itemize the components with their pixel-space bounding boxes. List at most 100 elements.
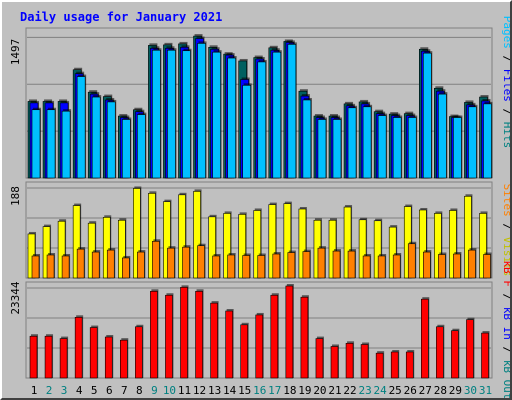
- sites-bar: [227, 254, 235, 279]
- pages-bar: [242, 85, 251, 179]
- kbf-bar: [165, 294, 173, 379]
- pages-bar: [122, 119, 131, 179]
- day-label: 30: [464, 384, 477, 397]
- legend-item: Sites: [501, 184, 510, 217]
- kbf-bar: [225, 310, 233, 379]
- kbf-bar: [150, 290, 158, 379]
- pages-bar: [91, 96, 101, 179]
- middle-max-label: 188: [9, 186, 22, 206]
- sites-bar: [257, 255, 266, 279]
- sites-bar: [438, 254, 446, 279]
- sites-bar: [182, 246, 190, 279]
- pages-bar: [152, 49, 161, 179]
- visits-bar: [208, 216, 216, 279]
- visits-bar: [268, 204, 277, 279]
- day-label: 4: [76, 384, 83, 397]
- kbf-bar: [270, 294, 279, 379]
- top-bars: [27, 34, 493, 179]
- top-max-label: 1497: [9, 39, 22, 66]
- kbf-bar: [255, 314, 264, 379]
- visits-bar: [72, 205, 81, 279]
- pages-bar: [377, 115, 387, 179]
- day-label: 1: [31, 384, 38, 397]
- kbf-bar: [330, 346, 339, 379]
- visits-bar: [449, 210, 457, 279]
- sites-bar: [212, 255, 220, 279]
- sites-bar: [377, 255, 386, 279]
- pages-bar: [76, 76, 86, 179]
- sites-bar: [61, 255, 70, 279]
- visits-bar: [118, 219, 126, 279]
- sites-bar: [362, 255, 371, 279]
- sites-bar: [242, 255, 250, 279]
- day-label: 26: [404, 384, 417, 397]
- bottom-max-label: 23344: [9, 281, 22, 314]
- visits-bar: [178, 194, 186, 279]
- day-label: 5: [91, 384, 98, 397]
- sites-bar: [422, 251, 431, 279]
- day-label: 31: [479, 384, 492, 397]
- day-label: 2: [46, 384, 53, 397]
- middle-bars: [27, 186, 492, 279]
- day-label: 10: [163, 384, 176, 397]
- chart-title: Daily usage for January 2021: [20, 10, 223, 24]
- sites-bar: [167, 247, 175, 279]
- legend-item: /: [501, 287, 510, 307]
- pages-bar: [407, 117, 417, 179]
- day-label: 20: [313, 384, 326, 397]
- kbf-bar: [120, 339, 128, 379]
- visits-bar: [283, 203, 292, 279]
- day-label: 18: [283, 384, 296, 397]
- sites-bar: [392, 254, 401, 279]
- kbf-bar: [180, 287, 188, 379]
- pages-bar: [287, 44, 297, 179]
- visits-bar: [148, 193, 156, 279]
- day-label: 17: [268, 384, 281, 397]
- day-label: 3: [61, 384, 68, 397]
- kbf-bar: [315, 338, 324, 379]
- day-label: 27: [419, 384, 432, 397]
- pages-bar: [46, 109, 56, 179]
- legend-item: kB Out: [501, 360, 510, 398]
- kbf-bar: [481, 332, 489, 379]
- pages-bar: [257, 61, 267, 179]
- legend-item: /: [501, 49, 510, 69]
- visits-bar: [253, 210, 262, 279]
- pages-bar: [483, 103, 492, 179]
- legend-item: /: [501, 340, 510, 360]
- kbf-bar: [300, 296, 309, 379]
- kbf-bar: [451, 330, 459, 379]
- day-label: 23: [358, 384, 371, 397]
- day-label: 21: [328, 384, 341, 397]
- kbf-bar: [405, 351, 414, 379]
- day-label: 25: [389, 384, 402, 397]
- day-label: 13: [208, 384, 221, 397]
- day-label: 29: [449, 384, 462, 397]
- pages-bar: [332, 119, 342, 179]
- day-label: 14: [223, 384, 237, 397]
- visits-bar: [358, 219, 367, 279]
- kbf-bar: [345, 343, 354, 379]
- legend-item: Hits: [501, 122, 510, 149]
- visits-bar: [42, 226, 51, 279]
- visits-bar: [418, 209, 427, 279]
- pages-bar: [422, 52, 432, 179]
- top-legend: Pages / Files / Hits: [501, 16, 510, 149]
- sites-bar: [152, 240, 160, 279]
- visits-bar: [373, 220, 382, 279]
- pages-bar: [31, 109, 41, 179]
- sites-bar: [317, 247, 326, 279]
- day-label: 24: [374, 384, 388, 397]
- sites-bar: [302, 251, 311, 279]
- kbf-bar: [59, 338, 68, 379]
- day-label: 28: [434, 384, 447, 397]
- visits-bar: [102, 217, 111, 279]
- visits-bar: [163, 201, 171, 279]
- bottom-legend: kB F / kB In / kB Out: [501, 260, 510, 398]
- sites-bar: [106, 249, 115, 279]
- visits-bar: [223, 213, 231, 279]
- sites-bar: [332, 250, 341, 279]
- sites-bar: [347, 250, 356, 279]
- pages-bar: [61, 110, 71, 179]
